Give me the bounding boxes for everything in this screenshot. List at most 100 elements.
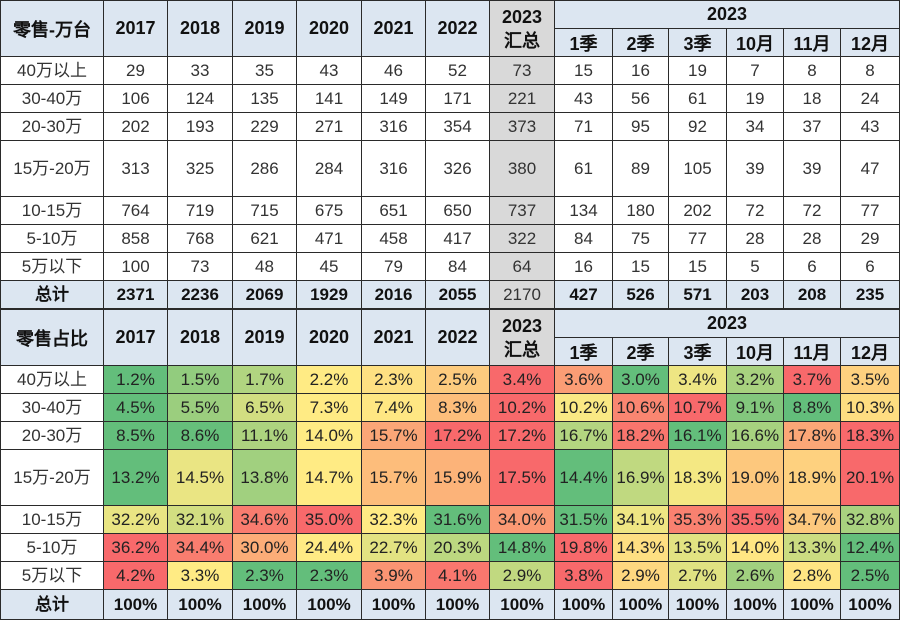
total-cell: 2371 xyxy=(103,280,168,309)
value-cell: 326 xyxy=(425,140,490,197)
summary-value-cell: 322 xyxy=(489,224,555,253)
total-cell: 571 xyxy=(668,280,727,309)
value-cell: 43 xyxy=(554,84,613,113)
value-cell: 284 xyxy=(296,140,362,197)
value-cell: 149 xyxy=(361,84,426,113)
value-cell: 30.0% xyxy=(232,533,297,562)
value-cell: 3.6% xyxy=(554,365,613,394)
year-header: 2018 xyxy=(167,309,233,366)
total-label: 总计 xyxy=(0,280,104,309)
table-row: 20-30万 202 193 229 271 316 354 373 71 95 92 34 37 43 xyxy=(0,112,900,141)
value-cell: 3.2% xyxy=(726,365,784,394)
value-cell: 28 xyxy=(783,224,841,253)
summary-value-cell: 14.8% xyxy=(489,533,555,562)
value-cell: 2.6% xyxy=(726,561,784,590)
total-cell: 526 xyxy=(612,280,669,309)
summary-value-cell: 64 xyxy=(489,252,555,281)
value-cell: 35 xyxy=(232,56,297,85)
header-row: 零售-万台 2017 2018 2019 2020 2021 2022 2023 汇总 2023 xyxy=(0,0,900,57)
value-cell: 36.2% xyxy=(103,533,168,562)
header-row: 零售占比 2017 2018 2019 2020 2021 2022 2023 汇总 2023 xyxy=(0,309,900,366)
value-cell: 651 xyxy=(361,196,426,225)
value-cell: 15.7% xyxy=(361,421,426,450)
value-cell: 13.8% xyxy=(232,449,297,506)
row-label: 10-15万 xyxy=(0,196,104,225)
year-header: 2021 xyxy=(361,0,426,57)
value-cell: 16.7% xyxy=(554,421,613,450)
value-cell: 1.7% xyxy=(232,365,297,394)
value-cell: 14.4% xyxy=(554,449,613,506)
total-cell: 427 xyxy=(554,280,613,309)
value-cell: 471 xyxy=(296,224,362,253)
header-row: 1季 2季 3季 10月 11月 12月 xyxy=(1,28,900,57)
value-cell: 8.8% xyxy=(783,393,841,422)
total-cell: 100% xyxy=(361,589,426,620)
value-cell: 39 xyxy=(783,140,841,197)
period-header: 10月 xyxy=(726,28,784,57)
value-cell: 135 xyxy=(232,84,297,113)
value-cell: 16.6% xyxy=(726,421,784,450)
retail-share-table: 零售占比 2017 2018 2019 2020 2021 2022 2023 汇总 2023 1季… xyxy=(0,309,900,620)
value-cell: 10.3% xyxy=(839,393,900,422)
total-cell: 100% xyxy=(167,589,233,620)
value-cell: 17.8% xyxy=(783,421,841,450)
summary-value-cell: 380 xyxy=(489,140,555,197)
value-cell: 15.9% xyxy=(425,449,490,506)
table-row: 5-10万 858 768 621 471 458 417 322 84 75 77 28 28 29 xyxy=(0,224,900,253)
value-cell: 171 xyxy=(425,84,490,113)
value-cell: 35.0% xyxy=(296,505,362,534)
total-cell: 100% xyxy=(232,589,297,620)
value-cell: 8 xyxy=(839,56,900,85)
period-header: 2季 xyxy=(612,28,669,57)
value-cell: 10.7% xyxy=(668,393,727,422)
summary-value-cell: 17.2% xyxy=(489,421,555,450)
value-cell: 72 xyxy=(726,196,784,225)
value-cell: 18.3% xyxy=(668,449,727,506)
year-header: 2022 xyxy=(425,0,490,57)
value-cell: 8.5% xyxy=(103,421,168,450)
value-cell: 13.5% xyxy=(668,533,727,562)
period-group-header: 2023 xyxy=(553,0,900,29)
value-cell: 19.8% xyxy=(554,533,613,562)
value-cell: 92 xyxy=(668,112,727,141)
summary-value-cell: 73 xyxy=(489,56,555,85)
value-cell: 48 xyxy=(232,252,297,281)
value-cell: 675 xyxy=(296,196,362,225)
value-cell: 4.5% xyxy=(103,393,168,422)
value-cell: 15.7% xyxy=(361,449,426,506)
retail-volume-table: 零售-万台 2017 2018 2019 2020 2021 2022 2023 汇总 2023 1… xyxy=(0,0,900,309)
total-cell: 2236 xyxy=(167,280,233,309)
value-cell: 95 xyxy=(612,112,669,141)
value-cell: 43 xyxy=(296,56,362,85)
value-cell: 3.0% xyxy=(612,365,669,394)
table-row: 10-15万 764 719 715 675 651 650 737 134 180 202 72 72… xyxy=(0,196,900,225)
value-cell: 2.3% xyxy=(296,561,362,590)
value-cell: 1.2% xyxy=(103,365,168,394)
total-cell: 100% xyxy=(425,589,490,620)
value-cell: 458 xyxy=(361,224,426,253)
value-cell: 56 xyxy=(612,84,669,113)
value-cell: 2.5% xyxy=(425,365,490,394)
period-header: 12月 xyxy=(839,337,900,366)
table-row: 40万以上 29 33 35 43 46 52 73 15 16 19 7 8 8 xyxy=(0,56,900,85)
value-cell: 3.9% xyxy=(361,561,426,590)
total-cell: 2069 xyxy=(232,280,297,309)
table-title: 零售-万台 xyxy=(0,0,104,57)
value-cell: 84 xyxy=(554,224,613,253)
value-cell: 5.5% xyxy=(167,393,233,422)
value-cell: 858 xyxy=(103,224,168,253)
value-cell: 229 xyxy=(232,112,297,141)
value-cell: 43 xyxy=(839,112,900,141)
retail-volume-table-container: 零售-万台 2017 2018 2019 2020 2021 2022 2023 汇总 2023 1… xyxy=(0,0,900,309)
value-cell: 34.1% xyxy=(612,505,669,534)
value-cell: 141 xyxy=(296,84,362,113)
value-cell: 32.3% xyxy=(361,505,426,534)
total-cell: 100% xyxy=(839,589,900,620)
total-cell: 1929 xyxy=(296,280,362,309)
value-cell: 29 xyxy=(839,224,900,253)
value-cell: 134 xyxy=(554,196,613,225)
value-cell: 6 xyxy=(783,252,841,281)
value-cell: 354 xyxy=(425,112,490,141)
year-header: 2022 xyxy=(425,309,490,366)
value-cell: 18.9% xyxy=(783,449,841,506)
